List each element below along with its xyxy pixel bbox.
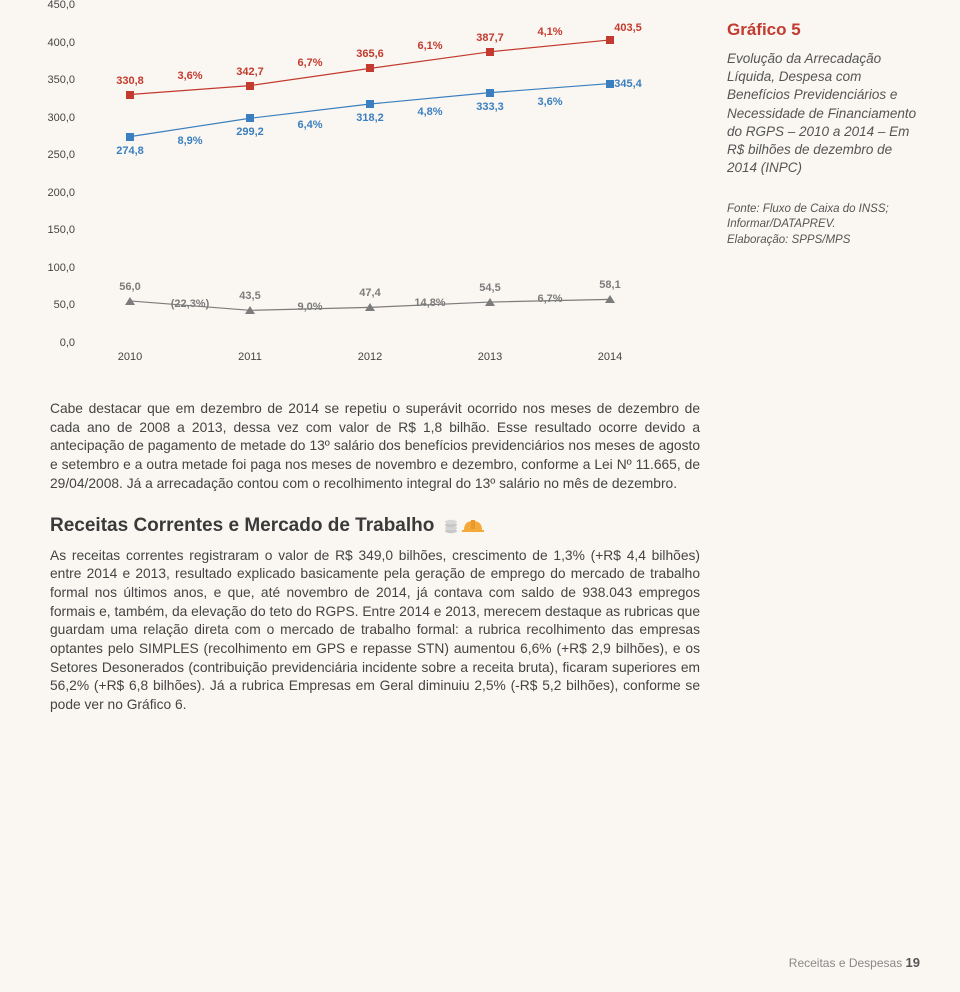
chart-point [366,64,374,72]
paragraph-1: Cabe destacar que em dezembro de 2014 se… [50,400,700,493]
chart-value-label: 342,7 [236,66,264,78]
chart-value-label: 58,1 [599,279,620,291]
chart-point [246,82,254,90]
chart-point [606,36,614,44]
x-axis-label: 2014 [598,351,622,363]
chart-pct-label: 4,1% [537,26,562,38]
y-axis: 0,0 50,0 100,0 150,0 200,0 250,0 300,0 350,0 400… [35,5,80,365]
chart-value-label: 56,0 [119,281,140,293]
chart-pct-label: (22,3%) [171,298,210,310]
x-axis-label: 2012 [358,351,382,363]
chart-point [605,295,615,303]
chart-point [486,89,494,97]
y-axis-label: 0,0 [60,337,75,349]
chart-pct-label: 6,7% [297,57,322,69]
chart-container: 0,0 50,0 100,0 150,0 200,0 250,0 300,0 350,0 400… [35,5,695,365]
chart-pct-label: 3,6% [177,70,202,82]
y-axis-label: 400,0 [47,37,75,49]
x-axis-label: 2013 [478,351,502,363]
y-axis-label: 450,0 [47,0,75,11]
chart-value-label: 333,3 [476,101,504,113]
chart-point [486,48,494,56]
chart-value-label: 403,5 [614,22,642,34]
chart-point [245,306,255,314]
y-axis-label: 50,0 [54,299,75,311]
x-axis-label: 2010 [118,351,142,363]
section-title-text: Receitas Correntes e Mercado de Trabalho [50,513,434,539]
y-axis-label: 150,0 [47,224,75,236]
chart-value-label: 299,2 [236,126,264,138]
footer-label: Receitas e Despesas [789,956,902,970]
y-axis-label: 200,0 [47,187,75,199]
chart-value-label: 274,8 [116,145,144,157]
hardhat-icon [462,517,484,535]
section-icons [442,517,484,535]
y-axis-label: 300,0 [47,112,75,124]
chart-value-label: 345,4 [614,78,642,90]
chart-pct-label: 6,1% [417,40,442,52]
chart-value-label: 47,4 [359,287,380,299]
chart-pct-label: 4,8% [417,106,442,118]
chart-point [365,303,375,311]
chart-number: Gráfico 5 [727,20,922,40]
x-axis-label: 2011 [238,351,262,363]
chart-pct-label: 6,4% [297,119,322,131]
chart-value-label: 43,5 [239,290,260,302]
section-heading: Receitas Correntes e Mercado de Trabalho [50,513,700,539]
chart-point [606,80,614,88]
chart-point [126,91,134,99]
chart-pct-label: 8,9% [177,135,202,147]
y-axis-label: 350,0 [47,74,75,86]
y-axis-label: 250,0 [47,149,75,161]
chart-source-2: Elaboração: SPPS/MPS [727,233,922,249]
chart-value-label: 365,6 [356,48,384,60]
chart-point [126,133,134,141]
chart-plot: 20102011201220132014330,8342,73,6%365,66… [90,5,650,343]
chart-value-label: 330,8 [116,75,144,87]
chart-source-1: Fonte: Fluxo de Caixa do INSS; Informar/… [727,202,922,233]
body-text: Cabe destacar que em dezembro de 2014 se… [50,400,700,728]
y-axis-label: 100,0 [47,262,75,274]
chart-pct-label: 14,8% [414,297,445,309]
chart-pct-label: 3,6% [537,96,562,108]
chart-value-label: 387,7 [476,32,504,44]
chart-point [125,297,135,305]
chart-description: Evolução da Arrecadação Líquida, Despesa… [727,50,922,178]
chart-pct-label: 9,0% [297,301,322,313]
chart-sidebar: Gráfico 5 Evolução da Arrecadação Líquid… [727,20,922,248]
page-footer: Receitas e Despesas 19 [789,955,920,970]
chart-point [366,100,374,108]
chart-point [485,298,495,306]
chart-point [246,114,254,122]
chart-pct-label: 6,7% [537,293,562,305]
chart-value-label: 54,5 [479,282,500,294]
chart-value-label: 318,2 [356,112,384,124]
chart-series-line [130,84,610,137]
footer-page-number: 19 [906,955,920,970]
paragraph-2: As receitas correntes registraram o valo… [50,547,700,715]
coins-icon [442,517,460,535]
